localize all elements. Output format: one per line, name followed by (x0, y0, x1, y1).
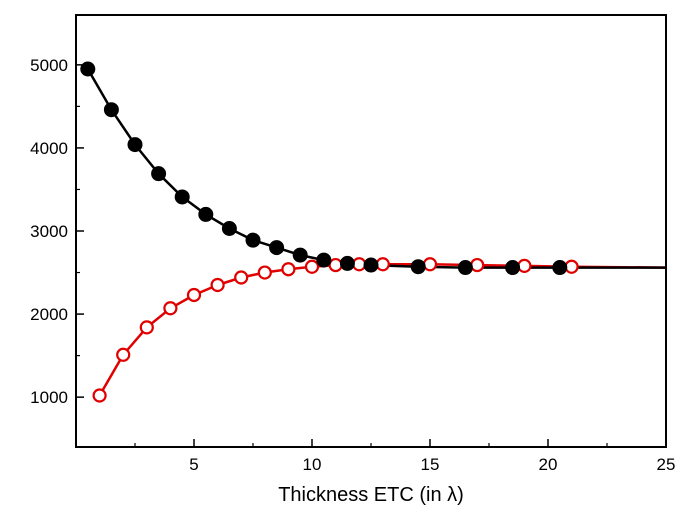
series-0-point (505, 260, 521, 276)
y-tick-label: 4000 (30, 139, 68, 158)
y-tick-label: 1000 (30, 388, 68, 407)
series-0-point (174, 189, 190, 205)
series-1-point (375, 257, 390, 272)
series-layer (80, 61, 667, 403)
x-axis: 5 10 15 20 25 (134, 439, 676, 474)
series-0-point (339, 255, 355, 271)
plot-area-frame (75, 14, 667, 448)
series-1-point (328, 257, 343, 273)
series-0-point (316, 252, 332, 268)
series-1-point (92, 388, 107, 403)
x-tick-label: 15 (421, 455, 440, 474)
series-0-point (151, 166, 167, 182)
series-0-point (80, 61, 96, 77)
x-tick-label: 10 (303, 455, 322, 474)
x-tick-label: 25 (657, 455, 676, 474)
series-1-point (281, 262, 296, 277)
series-1-point (517, 258, 532, 273)
series-0-point (221, 221, 237, 237)
series-1-point (186, 287, 202, 303)
series-1-point (422, 257, 438, 272)
series-0-point (245, 232, 261, 248)
series-1-point (564, 259, 579, 274)
series-1-point (352, 257, 367, 272)
series-0-point (410, 259, 426, 275)
series-0-point (292, 247, 308, 263)
series-0-line (86, 68, 666, 269)
series-0-point (552, 260, 568, 276)
x-tick-label: 20 (539, 455, 558, 474)
series-0-point (363, 257, 379, 273)
series-0-point (127, 137, 143, 153)
series-1-line (98, 262, 667, 397)
series-1-point (139, 320, 154, 335)
y-tick-label: 3000 (30, 222, 68, 241)
x-axis-title: Thickness ETC (in λ) (278, 484, 464, 506)
y-axis: 1000 2000 3000 4000 5000 (30, 56, 84, 407)
series-1-point (163, 301, 178, 316)
series-0-point (103, 102, 119, 118)
series-1-point (210, 277, 225, 293)
series-1-point (116, 347, 131, 362)
y-tick-label: 2000 (30, 305, 68, 324)
y-tick-label: 5000 (30, 56, 68, 75)
series-0-point (198, 206, 214, 222)
series-0-point (269, 240, 285, 256)
x-tick-label: 5 (189, 455, 198, 474)
series-1-point (234, 270, 249, 285)
series-1-point (257, 265, 272, 280)
series-1-point (470, 257, 485, 273)
series-0-point (457, 260, 473, 276)
series-1-point (304, 259, 320, 274)
